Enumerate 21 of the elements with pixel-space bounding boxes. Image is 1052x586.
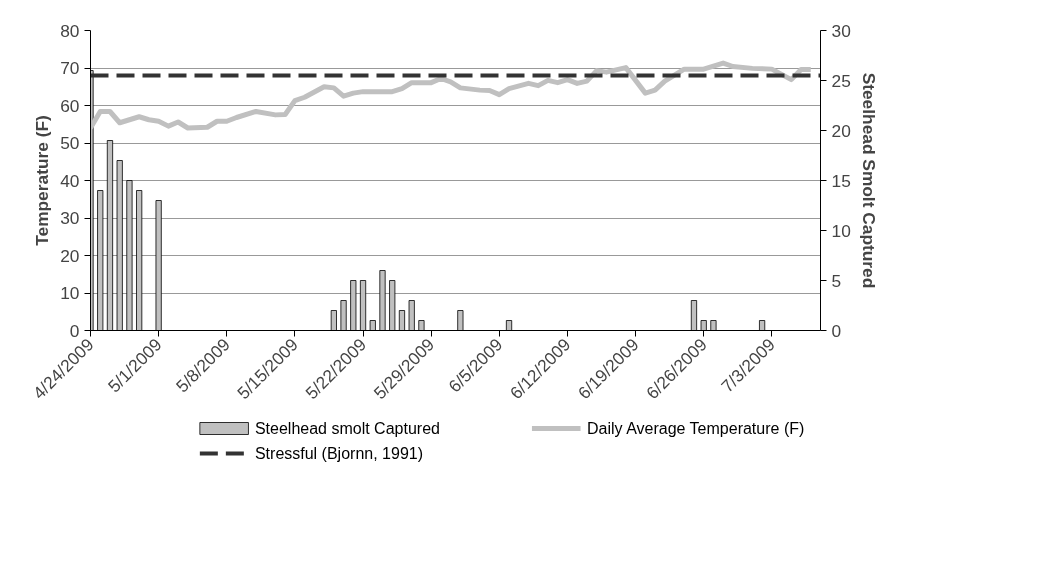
y-tick-label: 30 (60, 208, 80, 228)
y2-tick-label: 0 (831, 320, 842, 341)
y-tick-label: 80 (60, 20, 80, 41)
y-tick-label: 50 (60, 133, 80, 153)
y-tick-label: 70 (60, 58, 80, 78)
legend-label: Daily Average Temperature (F) (587, 420, 805, 437)
y-axis-title: Temperature (F) (32, 115, 53, 246)
y2-tick-label: 5 (831, 270, 842, 291)
y-tick-label: 60 (60, 95, 80, 116)
y2-axis-title: Steelhead Smolt Captured (858, 72, 879, 289)
legend-label: Stressful (Bjornn, 1991) (254, 445, 424, 462)
y2-tick-label: 25 (831, 70, 851, 91)
y2-tick-label: 10 (831, 220, 851, 241)
y2-tick-label: 30 (831, 20, 851, 41)
y-tick-label: 0 (69, 320, 80, 341)
y2-tick-label: 20 (831, 120, 851, 141)
legend-label: Steelhead smolt Captured (254, 420, 440, 437)
y2-tick-label: 15 (831, 170, 851, 191)
y-tick-label: 20 (60, 245, 80, 266)
y-tick-label: 10 (60, 283, 80, 303)
y-tick-label: 40 (60, 170, 80, 191)
